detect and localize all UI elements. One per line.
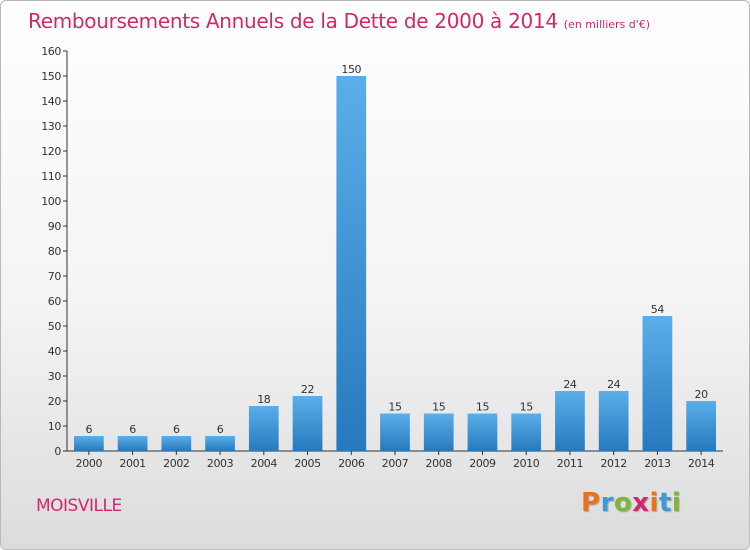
x-tick-label: 2006 bbox=[338, 457, 365, 470]
x-tick-label: 2001 bbox=[119, 457, 145, 470]
logo-letter: o bbox=[613, 488, 633, 518]
bar bbox=[336, 76, 367, 451]
x-tick-label: 2004 bbox=[251, 457, 278, 470]
bar-value-label: 22 bbox=[301, 383, 314, 396]
chart-title: Remboursements Annuels de la Dette de 20… bbox=[28, 9, 650, 33]
x-tick-label: 2013 bbox=[644, 457, 671, 470]
y-tick-label: 90 bbox=[48, 220, 62, 233]
logo-letter: i bbox=[671, 488, 682, 518]
bar bbox=[292, 396, 323, 451]
chart-axes: 0 10 20 30 40 50 60 70 80 90 100 110 120 130 140 150 160… bbox=[41, 45, 723, 470]
y-tick-label: 150 bbox=[41, 70, 61, 83]
x-tick-label: 2000 bbox=[76, 457, 103, 470]
bar bbox=[467, 413, 498, 451]
logo-letter: P bbox=[581, 488, 601, 518]
bar-value-label: 6 bbox=[217, 423, 224, 436]
x-tick-label: 2012 bbox=[600, 457, 626, 470]
commune-name: MOISVILLE bbox=[36, 496, 122, 516]
y-tick-label: 160 bbox=[41, 45, 61, 58]
x-tick-label: 2008 bbox=[426, 457, 453, 470]
bar-value-label: 24 bbox=[607, 378, 621, 391]
x-tick-label: 2003 bbox=[207, 457, 234, 470]
bar-value-label: 15 bbox=[388, 401, 402, 414]
bar-value-label: 6 bbox=[86, 423, 93, 436]
bar-value-label: 6 bbox=[129, 423, 136, 436]
logo-letter: r bbox=[600, 488, 614, 518]
y-tick-label: 30 bbox=[48, 370, 62, 383]
logo-letter: i bbox=[649, 488, 659, 518]
x-tick-label: 2009 bbox=[469, 457, 496, 470]
x-tick-label: 2011 bbox=[557, 457, 583, 470]
logo-letter: t bbox=[658, 488, 672, 518]
x-tick-label: 2007 bbox=[382, 457, 409, 470]
bar bbox=[117, 436, 148, 451]
chart-unit: (en milliers d'€) bbox=[563, 18, 651, 31]
bar bbox=[642, 316, 673, 451]
chart-bars: 6 6 6 6 18 22 150 15 15 15 15 24 24 54 20 bbox=[73, 63, 717, 451]
bar bbox=[205, 436, 235, 451]
y-tick-label: 80 bbox=[48, 245, 62, 258]
x-tick-label: 2014 bbox=[688, 457, 715, 470]
y-tick-label: 140 bbox=[41, 95, 61, 108]
bar-value-label: 15 bbox=[476, 401, 490, 414]
x-tick-label: 2010 bbox=[513, 457, 540, 470]
bar-value-label: 150 bbox=[341, 63, 361, 76]
y-tick-label: 130 bbox=[41, 120, 61, 133]
bar-value-label: 6 bbox=[173, 423, 180, 436]
bar bbox=[73, 436, 104, 451]
bar-value-label: 15 bbox=[520, 401, 534, 414]
bar-value-label: 15 bbox=[432, 401, 446, 414]
y-tick-label: 70 bbox=[48, 270, 62, 283]
bar bbox=[380, 413, 410, 451]
y-tick-label: 50 bbox=[48, 320, 62, 333]
bar-value-label: 24 bbox=[563, 378, 577, 391]
y-tick-label: 40 bbox=[48, 345, 62, 358]
bar-value-label: 20 bbox=[695, 388, 709, 401]
y-tick-label: 110 bbox=[41, 170, 61, 183]
bar bbox=[686, 401, 717, 451]
proxiti-logo: Proxiti bbox=[581, 488, 681, 518]
bar bbox=[555, 391, 585, 451]
y-tick-label: 100 bbox=[41, 195, 61, 208]
logo-letter: x bbox=[632, 488, 650, 518]
y-tick-label: 20 bbox=[48, 395, 62, 408]
bar bbox=[598, 391, 629, 451]
bar bbox=[161, 436, 192, 451]
x-tick-label: 2005 bbox=[294, 457, 321, 470]
bar bbox=[423, 413, 454, 451]
y-tick-label: 10 bbox=[48, 420, 62, 433]
bar bbox=[248, 406, 279, 451]
chart-title-text: Remboursements Annuels de la Dette de 20… bbox=[28, 9, 558, 33]
bar-value-label: 18 bbox=[257, 393, 271, 406]
y-tick-label: 120 bbox=[41, 145, 61, 158]
x-tick-label: 2002 bbox=[163, 457, 189, 470]
y-tick-label: 60 bbox=[48, 295, 62, 308]
y-tick-label: 0 bbox=[54, 445, 61, 458]
bar-value-label: 54 bbox=[651, 303, 665, 316]
bar bbox=[511, 413, 542, 451]
